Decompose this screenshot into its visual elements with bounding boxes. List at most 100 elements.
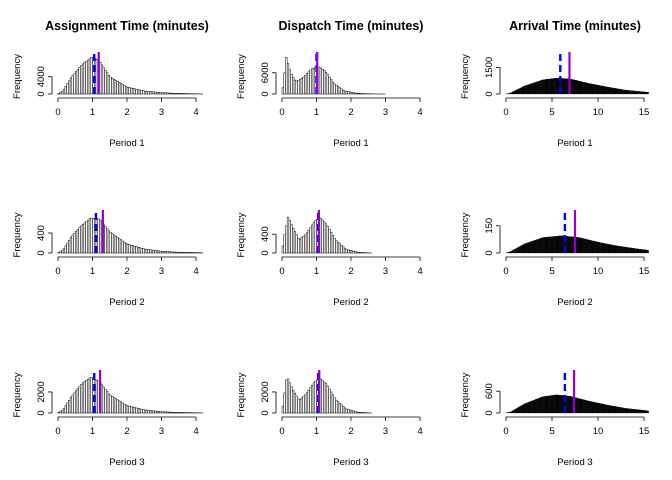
- x-tick-label: 2: [348, 266, 353, 277]
- histogram-bar: [347, 409, 350, 414]
- histogram-bar: [161, 411, 164, 414]
- histogram-bar: [312, 222, 316, 254]
- x-tick-label: 1: [90, 266, 95, 277]
- histogram-bar: [535, 82, 537, 95]
- y-tick-label: 150: [484, 218, 495, 234]
- histogram-bar: [336, 241, 340, 254]
- histogram-bar: [552, 395, 554, 414]
- histogram-bar: [577, 398, 579, 414]
- histogram-bar: [119, 239, 123, 254]
- histogram-bar: [640, 249, 642, 254]
- histogram-bar: [544, 79, 546, 95]
- histogram-bar: [567, 395, 569, 414]
- histogram-bar: [293, 231, 297, 254]
- histogram-bar: [618, 406, 620, 414]
- histogram-bar: [299, 399, 302, 414]
- x-tick-label: 4: [417, 107, 422, 118]
- histogram-bar: [580, 81, 582, 95]
- histogram-bar: [328, 76, 331, 95]
- y-axis-label: Frequency: [236, 212, 247, 257]
- histogram-bar: [81, 224, 85, 254]
- histogram-bar: [126, 87, 129, 95]
- histogram-bar: [521, 245, 523, 254]
- histogram-bar: [292, 228, 295, 254]
- histogram-bar: [512, 410, 514, 414]
- histogram-bar: [138, 247, 142, 254]
- histogram-bar: [354, 92, 357, 95]
- histogram-bar: [549, 236, 551, 254]
- panel-d2: 0 1 2 3 4 0 400 Frequency Period 2: [236, 210, 423, 308]
- histogram-bar: [109, 232, 112, 254]
- histogram-bar: [553, 78, 555, 95]
- histogram-bar: [566, 236, 568, 254]
- histogram-bar: [596, 402, 598, 414]
- histogram-bar: [646, 249, 648, 254]
- histogram-bar: [638, 409, 640, 414]
- histogram-bar: [293, 392, 297, 414]
- histogram-bar: [608, 405, 611, 414]
- histogram-bar: [524, 243, 526, 254]
- y-tick-label: 0: [484, 250, 495, 255]
- histogram-bar: [598, 85, 600, 95]
- histogram-bar: [539, 80, 541, 95]
- histogram-bar: [554, 236, 556, 254]
- histogram-bar: [644, 410, 646, 414]
- histogram-bar: [156, 92, 159, 95]
- histogram-bar: [61, 90, 64, 95]
- histogram-bar: [538, 398, 540, 414]
- histogram-bar: [69, 237, 73, 254]
- y-tick-label: 2000: [36, 381, 47, 402]
- histogram-bar: [585, 400, 587, 414]
- x-tick-label: 0: [503, 266, 508, 277]
- histogram-bar: [145, 249, 148, 254]
- histogram-bars: [505, 235, 649, 254]
- panel-d1: Dispatch Time (minutes) 0 1 2 3 4 0 6000 Frequen…: [236, 19, 423, 149]
- histogram-bar: [575, 397, 577, 414]
- histogram-bar: [554, 78, 556, 95]
- x-tick-label: 2: [124, 426, 129, 437]
- histogram-bar: [157, 250, 161, 254]
- histogram-bar: [515, 90, 517, 95]
- histogram-bar: [533, 240, 535, 254]
- histogram-bar: [596, 84, 599, 95]
- histogram-bar: [631, 90, 633, 95]
- histogram-bar: [527, 84, 530, 95]
- histogram-bar: [642, 91, 644, 95]
- histogram-bar: [304, 75, 307, 95]
- histogram-bar: [95, 379, 98, 414]
- panel-a1: Assignment Time (minutes) 0 1 2 3 4 0 4000 Frequ…: [12, 19, 209, 149]
- histogram-bar: [62, 248, 66, 254]
- histogram-bar: [68, 400, 71, 414]
- histogram-bar: [560, 395, 562, 414]
- y-axis-label: Frequency: [460, 54, 471, 99]
- x-axis: 0 1 2 3 4: [279, 416, 423, 437]
- histogram-bar: [543, 396, 545, 414]
- histogram-bar: [594, 84, 596, 95]
- histogram-bar: [631, 248, 634, 254]
- histogram-bar: [95, 59, 98, 95]
- histogram-bar: [622, 89, 624, 95]
- histogram-bar: [292, 389, 295, 414]
- histogram-bar: [570, 236, 572, 254]
- histogram-bars: [281, 378, 372, 414]
- histogram-bar: [589, 240, 591, 254]
- histogram-bar: [540, 80, 542, 95]
- histogram-bar: [281, 87, 284, 95]
- chart-title: Dispatch Time (minutes): [279, 19, 424, 33]
- histogram-bar: [88, 377, 92, 414]
- histogram-bar: [154, 250, 157, 254]
- histogram-bar: [150, 91, 154, 95]
- histogram-bar: [135, 88, 138, 95]
- histogram-bar: [528, 84, 531, 95]
- histogram-bar: [614, 245, 616, 254]
- histogram-bar: [76, 229, 79, 254]
- histogram-bar: [555, 236, 557, 254]
- histogram-bar: [637, 248, 639, 254]
- histogram-bar: [328, 388, 331, 414]
- x-axis: 0 1 2 3 4: [279, 97, 423, 118]
- histogram-bar: [548, 236, 550, 254]
- histogram-bar: [514, 409, 516, 414]
- histogram-bar: [131, 406, 135, 414]
